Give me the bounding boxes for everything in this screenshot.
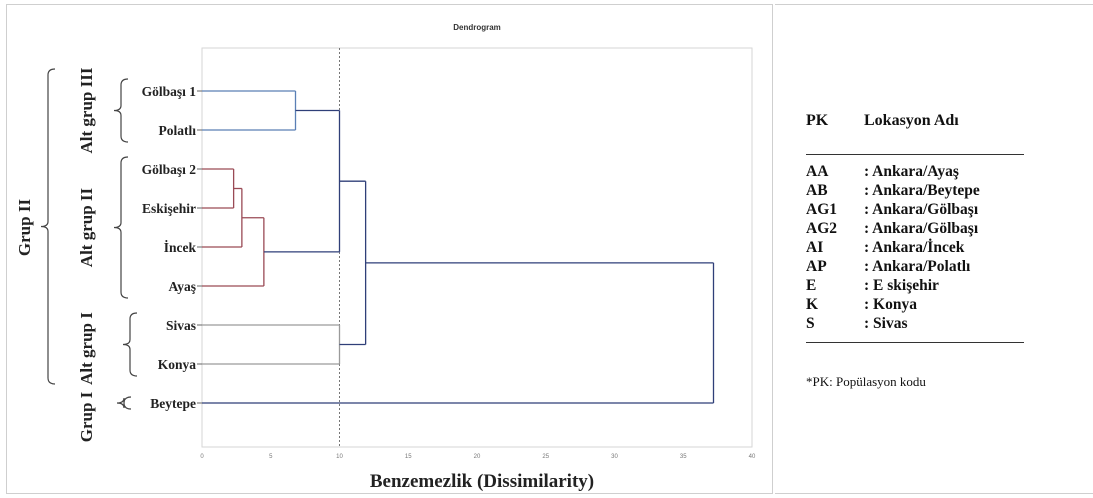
group-bracket-grup-i bbox=[116, 396, 132, 410]
x-tick-label: 25 bbox=[542, 454, 549, 460]
legend-location: : Ankara/Beytepe bbox=[864, 182, 980, 199]
leaf-label: Beytepe bbox=[150, 396, 196, 411]
dendrogram-chart: Dendrogram 0 5 10 15 20 25 30 35 40 Benzemezlik (D… bbox=[15, 23, 756, 492]
x-tick-label: 30 bbox=[611, 454, 618, 460]
x-tick-label: 5 bbox=[269, 454, 273, 460]
leaf-label: Eskişehir bbox=[142, 201, 196, 216]
group-label-grup-i: Grup I bbox=[77, 391, 96, 442]
legend-location: : Konya bbox=[864, 296, 917, 313]
leaf-label: Polatlı bbox=[159, 123, 197, 138]
legend-location: : Ankara/Ayaş bbox=[864, 163, 959, 180]
legend-code: AP bbox=[806, 258, 827, 275]
legend-col-name: Lokasyon Adı bbox=[864, 112, 959, 129]
leaf-label: Ayaş bbox=[168, 279, 196, 294]
legend-code: E bbox=[806, 277, 817, 294]
legend-code: AB bbox=[806, 182, 828, 199]
group-label-alt-grup-iii: Alt grup III bbox=[77, 67, 96, 153]
legend-code: AG1 bbox=[806, 201, 837, 218]
legend-location: : Ankara/Gölbaşı bbox=[864, 201, 979, 218]
legend-code: S bbox=[806, 315, 815, 332]
x-tick-label: 40 bbox=[749, 454, 756, 460]
leaf-label: Gölbaşı 1 bbox=[142, 84, 197, 99]
legend-row: S : Sivas bbox=[806, 315, 1024, 334]
legend-col-code: PK bbox=[806, 112, 829, 129]
leaf-label: Gölbaşı 2 bbox=[142, 162, 197, 177]
legend-note: *PK: Popülasyon kodu bbox=[806, 374, 926, 389]
chart-title: Dendrogram bbox=[453, 23, 501, 32]
legend-row: AP : Ankara/Polatlı bbox=[806, 258, 1024, 277]
legend-row: AG1 : Ankara/Gölbaşı bbox=[806, 201, 1024, 220]
x-axis-label: Benzemezlik (Dissimilarity) bbox=[370, 471, 594, 492]
group-bracket-alt-grup-ii bbox=[113, 156, 129, 299]
leaf-label: Konya bbox=[158, 357, 197, 372]
chart-frame bbox=[6, 4, 773, 494]
plot-area bbox=[201, 47, 753, 448]
legend-code: AI bbox=[806, 239, 824, 256]
legend-frame bbox=[775, 4, 1093, 494]
group-label-alt-grup-ii: Alt grup II bbox=[77, 187, 96, 267]
x-tick-label: 20 bbox=[474, 454, 481, 460]
legend-location: : Ankara/Gölbaşı bbox=[864, 220, 979, 237]
legend-code: AG2 bbox=[806, 220, 837, 237]
legend-row: E : E skişehir bbox=[806, 277, 1024, 296]
legend-location: : E skişehir bbox=[864, 277, 939, 294]
legend-table: PK Lokasyon Adı AA : Ankara/Ayaş AB : Anka… bbox=[806, 108, 1024, 343]
legend-location: : Ankara/İncek bbox=[864, 239, 965, 256]
legend-code: K bbox=[806, 296, 819, 313]
legend-row: AG2 : Ankara/Gölbaşı bbox=[806, 220, 1024, 239]
legend-row: AI : Ankara/İncek bbox=[806, 239, 1024, 258]
x-tick-label: 35 bbox=[680, 454, 687, 460]
group-bracket-alt-grup-iii bbox=[113, 78, 129, 143]
group-bracket-grup-ii bbox=[40, 68, 56, 385]
group-label-alt-grup-i: Alt grup I bbox=[77, 312, 96, 385]
leaf-label: İncek bbox=[164, 240, 197, 255]
group-bracket-alt-grup-i bbox=[122, 312, 138, 377]
legend-location: : Ankara/Polatlı bbox=[864, 258, 971, 275]
leaf-label: Sivas bbox=[166, 318, 196, 333]
legend-row: K : Konya bbox=[806, 296, 1024, 315]
legend-row: AA : Ankara/Ayaş bbox=[806, 163, 1024, 182]
legend-row: AB : Ankara/Beytepe bbox=[806, 182, 1024, 201]
legend-rows: AA : Ankara/Ayaş AB : Ankara/Beytepe AG1 : … bbox=[806, 155, 1024, 343]
x-tick-label: 0 bbox=[200, 454, 204, 460]
x-tick-label: 10 bbox=[336, 454, 343, 460]
legend-code: AA bbox=[806, 163, 829, 180]
x-tick-label: 15 bbox=[405, 454, 412, 460]
group-label-grup-ii: Grup II bbox=[15, 199, 34, 257]
legend-header: PK Lokasyon Adı bbox=[806, 108, 1024, 155]
legend-location: : Sivas bbox=[864, 315, 908, 332]
